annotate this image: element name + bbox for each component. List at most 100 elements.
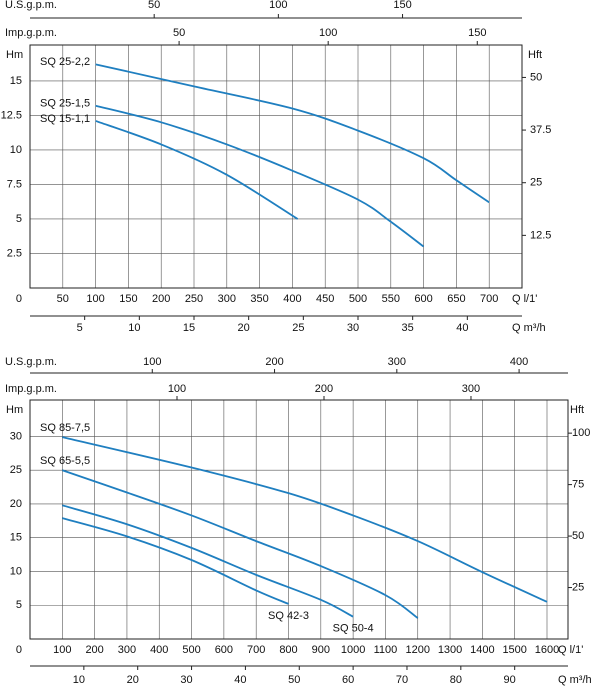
pump-curve [95,120,299,220]
bottom-axis-tick-label: 90 [504,674,516,686]
y2-tick-label: 50 [572,530,584,542]
bottom-axis-tick-label: 25 [292,322,304,334]
y-tick-label: 15 [10,75,22,87]
x-axis-label: Q l/1' [558,644,583,656]
y-tick-label: 7.5 [7,178,22,190]
y2-tick-label: 50 [530,71,542,83]
x-tick-label: 500 [349,293,367,305]
y2-axis-label: Hft [528,49,542,61]
y2-tick-label: 100 [572,427,590,439]
y-tick-label: 0 [16,293,22,305]
y2-tick-label: 25 [572,581,584,593]
series-label: SQ 65-5,5 [40,455,90,467]
top-axis-tick-label: 100 [168,383,186,395]
bottom-axis-label: Q m³/h [558,674,592,686]
y-tick-label: 5 [16,213,22,225]
y-tick-label: 10 [10,565,22,577]
bottom-axis-tick-label: 30 [180,674,192,686]
x-tick-label: 800 [279,644,297,656]
x-tick-label: 1100 [374,644,398,656]
series-label: SQ 15-1,1 [40,113,90,125]
bottom-axis-tick-label: 40 [456,322,468,334]
bottom-axis-tick-label: 30 [347,322,359,334]
top-axis-tick-label: 100 [269,0,287,11]
x-tick-label: 900 [312,644,330,656]
x-tick-label: 600 [414,293,432,305]
bottom-axis-tick-label: 70 [396,674,408,686]
bottom-axis-tick-label: 10 [73,674,85,686]
top-axis-tick-label: 100 [143,356,161,368]
pump-curve [95,63,490,204]
x-tick-label: 300 [118,644,136,656]
y2-tick-label: 12.5 [530,229,551,241]
x-tick-label: 700 [480,293,498,305]
y-axis-label: Hm [6,49,23,61]
bottom-axis-tick-label: 5 [77,322,83,334]
series-label: SQ 85-7,5 [40,422,90,434]
x-tick-label: 300 [218,293,236,305]
series-label: SQ 50-4 [333,623,374,635]
x-axis-label: Q l/1' [512,293,537,305]
bottom-axis-tick-label: 15 [183,322,195,334]
bottom-axis-tick-label: 50 [288,674,300,686]
y-tick-label: 20 [10,498,22,510]
x-tick-label: 100 [86,293,104,305]
y-tick-label: 2.5 [7,247,22,259]
x-tick-label: 500 [182,644,200,656]
bottom-axis-tick-label: 10 [128,322,140,334]
y2-tick-label: 25 [530,177,542,189]
top-axis-label: Imp.g.p.m. [5,383,57,395]
x-tick-label: 1400 [470,644,494,656]
top-axis-tick-label: 400 [510,356,528,368]
bottom-axis-tick-label: 40 [234,674,246,686]
x-tick-label: 1600 [535,644,559,656]
bottom-axis-tick-label: 20 [127,674,139,686]
y-tick-label: 12.5 [1,109,22,121]
y-tick-label: 30 [10,430,22,442]
pump-curve [62,517,289,605]
top-axis-tick-label: 300 [462,383,480,395]
bottom-axis-tick-label: 20 [238,322,250,334]
bottom-axis-tick-label: 35 [402,322,414,334]
x-tick-label: 350 [250,293,268,305]
pump-curve [62,436,548,603]
pump-curve [95,104,425,248]
x-tick-label: 600 [215,644,233,656]
top-axis-label: U.S.g.p.m. [5,356,57,368]
x-tick-label: 200 [85,644,103,656]
x-tick-label: 450 [316,293,334,305]
top-axis-tick-label: 50 [173,27,185,39]
x-tick-label: 400 [283,293,301,305]
x-tick-label: 550 [382,293,400,305]
x-tick-label: 1500 [502,644,526,656]
top-axis-tick-label: 200 [315,383,333,395]
x-tick-label: 150 [119,293,137,305]
x-tick-label: 1300 [438,644,462,656]
series-label: SQ 42-3 [268,610,309,622]
top-axis-tick-label: 150 [468,27,486,39]
x-tick-label: 200 [152,293,170,305]
y-tick-label: 15 [10,532,22,544]
x-tick-label: 650 [447,293,465,305]
top-axis-label: Imp.g.p.m. [5,27,57,39]
top-axis-tick-label: 300 [388,356,406,368]
x-tick-label: 1200 [406,644,430,656]
x-tick-label: 250 [185,293,203,305]
y-tick-label: 25 [10,464,22,476]
top-axis-tick-label: 150 [393,0,411,11]
pump-curve [62,469,419,619]
y2-axis-label: Hft [570,404,584,416]
y-tick-label: 5 [16,599,22,611]
series-label: SQ 25-2,2 [40,56,90,68]
y-tick-label: 0 [16,644,22,656]
pump-curve [62,504,354,618]
bottom-axis-label: Q m³/h [512,322,546,334]
x-tick-label: 400 [150,644,168,656]
top-axis-tick-label: 50 [148,0,160,11]
y2-tick-label: 37.5 [530,124,551,136]
y-axis-label: Hm [6,404,23,416]
x-tick-label: 1000 [341,644,365,656]
series-label: SQ 25-1,5 [40,98,90,110]
bottom-axis-tick-label: 60 [342,674,354,686]
